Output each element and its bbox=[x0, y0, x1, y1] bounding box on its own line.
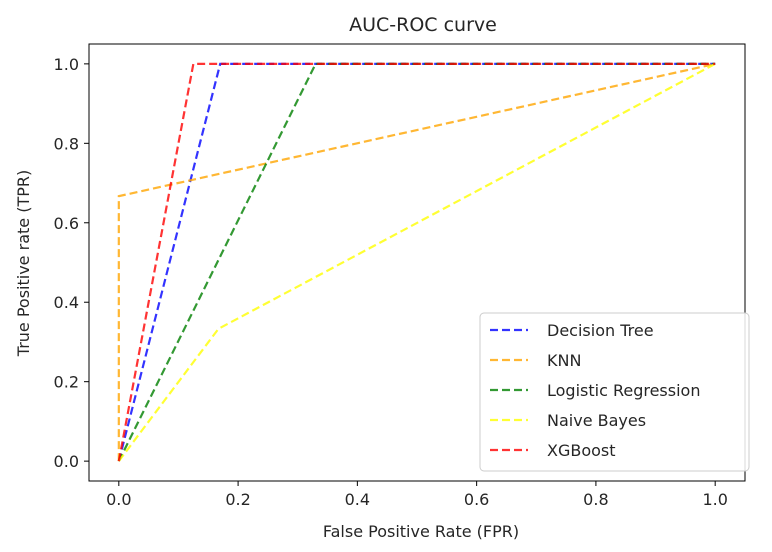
legend-label: Logistic Regression bbox=[547, 381, 700, 400]
legend-label: KNN bbox=[547, 351, 581, 370]
series-line-knn bbox=[117, 62, 716, 462]
x-tick-label: 0.2 bbox=[225, 490, 250, 509]
chart-title: AUC-ROC curve bbox=[349, 14, 497, 36]
y-axis: 0.0 0.2 0.4 0.6 0.8 1.0 bbox=[54, 55, 89, 471]
x-tick-label: 0.6 bbox=[464, 490, 489, 509]
legend-label: XGBoost bbox=[547, 441, 616, 460]
y-axis-label: True Positive rate (TPR) bbox=[14, 170, 33, 357]
x-tick-label: 0.4 bbox=[345, 490, 370, 509]
y-tick-label: 0.6 bbox=[54, 214, 79, 233]
legend-box bbox=[479, 312, 750, 472]
legend-label: Naive Bayes bbox=[547, 411, 646, 430]
y-tick-label: 0.0 bbox=[54, 452, 79, 471]
y-tick-label: 0.2 bbox=[54, 373, 79, 392]
series-line-xgboost bbox=[117, 62, 716, 462]
legend-label: Decision Tree bbox=[547, 321, 654, 340]
x-axis: 0.0 0.2 0.4 0.6 0.8 1.0 bbox=[106, 481, 728, 509]
x-axis-label: False Positive Rate (FPR) bbox=[323, 522, 519, 541]
x-tick-label: 0.8 bbox=[583, 490, 608, 509]
series-lines bbox=[117, 62, 716, 462]
y-tick-label: 0.8 bbox=[54, 134, 79, 153]
y-tick-label: 1.0 bbox=[54, 55, 79, 74]
plot-area bbox=[88, 43, 746, 482]
legend: Decision Tree KNN Logistic Regression Naive… bbox=[479, 312, 750, 472]
x-tick-label: 1.0 bbox=[702, 490, 727, 509]
y-tick-label: 0.4 bbox=[54, 293, 79, 312]
series-line-naive-bayes bbox=[117, 62, 716, 462]
x-tick-label: 0.0 bbox=[106, 490, 131, 509]
